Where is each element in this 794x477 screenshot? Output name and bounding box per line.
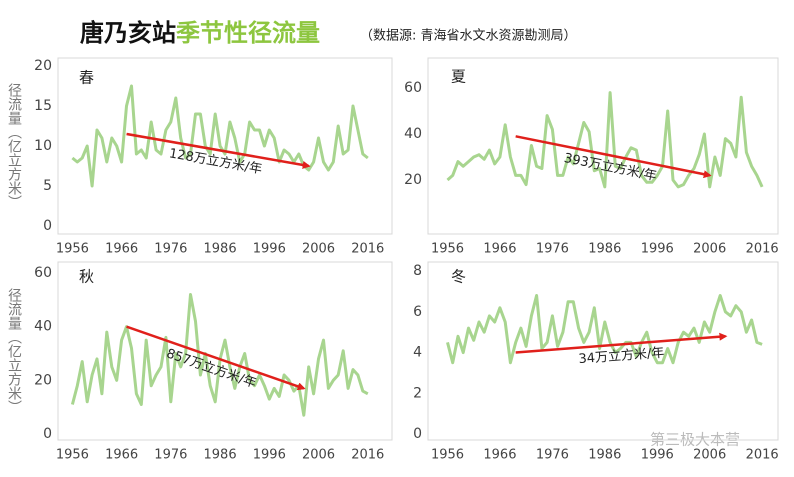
x-tick-label: 1996 — [253, 242, 286, 257]
trend-arrow — [515, 135, 712, 179]
trend-label: 34万立方米/年 — [578, 345, 665, 368]
y-tick-label: 40 — [404, 126, 422, 142]
x-tick-label: 1976 — [536, 242, 569, 257]
x-tick-label: 1966 — [483, 242, 516, 257]
y-axis-label: 径流量（亿立方米） — [6, 288, 22, 414]
x-tick-label: 1976 — [154, 242, 187, 257]
source: （数据源: 青海省水文水资源勘测局） — [360, 29, 577, 44]
x-tick-label: 2016 — [746, 448, 779, 463]
x-tick-label: 1986 — [204, 448, 237, 463]
series-line — [70, 293, 369, 417]
y-tick-label: 0 — [43, 426, 52, 442]
x-tick-label: 1986 — [588, 448, 621, 463]
y-tick-label: 20 — [34, 58, 52, 74]
x-tick-label: 1966 — [105, 448, 138, 463]
y-tick-label: 40 — [34, 319, 52, 335]
x-tick-label: 1956 — [431, 448, 464, 463]
x-tick-label: 1996 — [253, 448, 286, 463]
y-tick-label: 2 — [413, 385, 422, 401]
y-tick-label: 20 — [34, 372, 52, 388]
y-tick-label: 0 — [43, 218, 52, 234]
y-tick-label: 5 — [43, 178, 52, 194]
series-line — [446, 294, 763, 365]
y-tick-label: 0 — [413, 426, 422, 442]
x-tick-label: 2006 — [302, 242, 335, 257]
x-tick-label: 1956 — [431, 242, 464, 257]
x-tick-label: 1956 — [56, 448, 89, 463]
y-tick-label: 60 — [404, 80, 422, 96]
x-tick-label: 2016 — [351, 242, 384, 257]
trend-arrow — [126, 132, 311, 169]
title-highlight: 季节性径流量 — [176, 19, 320, 47]
x-tick-label: 1966 — [483, 448, 516, 463]
panel-frame — [57, 57, 393, 235]
y-tick-label: 4 — [413, 345, 422, 361]
title: 唐乃亥站季节性径流量 — [80, 19, 320, 47]
title-main: 唐乃亥站 — [80, 19, 176, 47]
x-tick-label: 1996 — [641, 242, 674, 257]
panel-frame — [57, 261, 393, 441]
trend-arrow — [126, 325, 306, 391]
x-tick-label: 2006 — [693, 448, 726, 463]
series-line — [446, 91, 764, 189]
x-tick-label: 2006 — [302, 448, 335, 463]
x-tick-label: 2016 — [746, 242, 779, 257]
panel-title: 春 — [79, 69, 94, 87]
y-axis-label: 径流量（亿立方米） — [6, 83, 22, 209]
x-tick-label: 1986 — [204, 242, 237, 257]
y-tick-label: 20 — [404, 172, 422, 188]
y-tick-label: 10 — [34, 138, 52, 154]
y-tick-label: 15 — [34, 98, 52, 114]
x-tick-label: 1986 — [588, 242, 621, 257]
x-tick-label: 2016 — [351, 448, 384, 463]
x-tick-label: 1976 — [536, 448, 569, 463]
panel-title: 冬 — [451, 268, 466, 286]
x-tick-label: 1996 — [641, 448, 674, 463]
panel-frame — [427, 261, 779, 441]
y-tick-label: 6 — [413, 304, 422, 320]
x-tick-label: 1966 — [105, 242, 138, 257]
panel-title: 夏 — [451, 68, 466, 86]
series-line — [71, 84, 369, 188]
trend-arrow — [515, 332, 728, 354]
y-tick-label: 60 — [34, 265, 52, 281]
x-tick-label: 1956 — [56, 242, 89, 257]
panel-frame — [427, 57, 779, 235]
x-tick-label: 1976 — [154, 448, 187, 463]
y-tick-label: 8 — [413, 263, 422, 279]
x-tick-label: 2006 — [693, 242, 726, 257]
panel-title: 秋 — [79, 268, 94, 286]
